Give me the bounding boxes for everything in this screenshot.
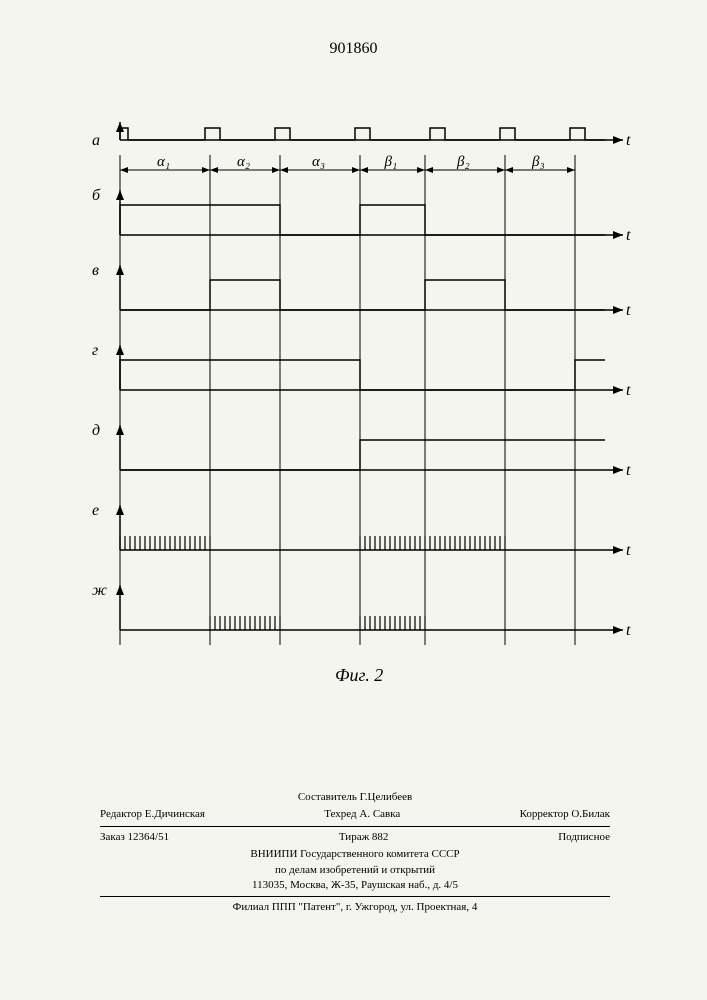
svg-text:t: t: [626, 302, 631, 319]
figure-caption: Фиг. 2: [335, 665, 383, 686]
footer-tech: Техред А. Савка: [324, 807, 400, 822]
svg-text:t: t: [626, 132, 631, 149]
svg-text:α₁: α₁: [157, 154, 170, 170]
svg-text:ж: ж: [92, 582, 107, 599]
svg-text:β₃: β₃: [531, 154, 545, 170]
svg-text:t: t: [626, 227, 631, 244]
svg-text:t: t: [626, 622, 631, 639]
svg-text:д: д: [92, 422, 100, 439]
footer-org2: по делам изобретений и открытий: [100, 863, 610, 878]
svg-text:в: в: [92, 262, 99, 279]
svg-text:t: t: [626, 462, 631, 479]
footer-org1: ВНИИПИ Государственного комитета СССР: [100, 847, 610, 862]
svg-text:α₃: α₃: [312, 154, 325, 170]
page-number: 901860: [330, 40, 378, 58]
footer-order: Заказ 12364/51: [100, 830, 169, 845]
svg-text:β₁: β₁: [384, 154, 398, 170]
footer-editor: Редактор Е.Дичинская: [100, 807, 205, 822]
footer-tirage: Тираж 882: [339, 830, 389, 845]
divider: [100, 826, 610, 827]
footer-corrector: Корректор О.Билак: [520, 807, 610, 822]
svg-text:а: а: [92, 132, 100, 149]
footer-sub: Подписное: [558, 830, 610, 845]
svg-text:е: е: [92, 502, 99, 519]
svg-text:б: б: [92, 187, 101, 204]
svg-text:α₂: α₂: [237, 154, 250, 170]
footer-addr: 113035, Москва, Ж-35, Раушская наб., д. …: [100, 878, 610, 893]
timing-diagram: а t α₁ α₂ α₃ β₁ β₂ β₃ б t в t г t д t е t ж t: [80, 120, 640, 670]
svg-text:t: t: [626, 542, 631, 559]
divider: [100, 896, 610, 897]
svg-text:β₂: β₂: [456, 154, 470, 170]
footer-credit-1: Составитель Г.Целибеев: [100, 790, 610, 805]
svg-text:t: t: [626, 382, 631, 399]
footer: Составитель Г.Целибеев Редактор Е.Дичинс…: [100, 790, 610, 916]
svg-text:г: г: [92, 342, 98, 359]
footer-branch: Филиал ППП "Патент", г. Ужгород, ул. Про…: [100, 900, 610, 915]
